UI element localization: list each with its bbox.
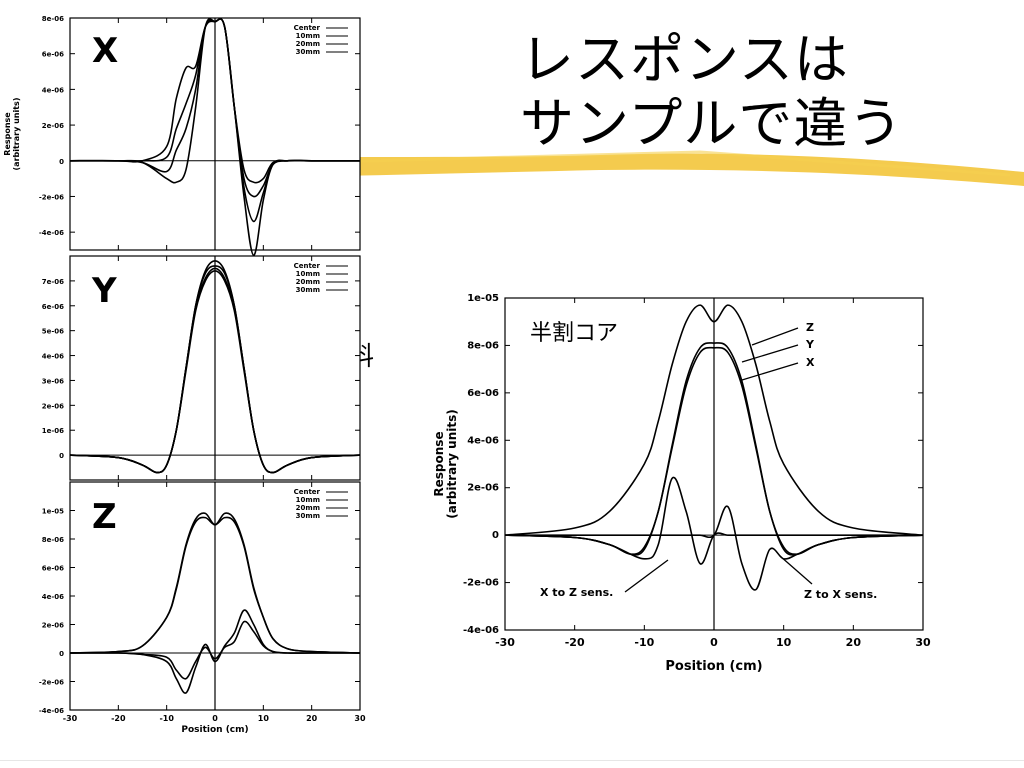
- y-tick-label-5: 0: [492, 530, 499, 541]
- annotation-leader-3: [624, 559, 669, 593]
- y-tick-label-6: -4e-06: [39, 229, 64, 237]
- y-tick-label-3: 4e-06: [467, 435, 499, 446]
- y-tick-label-3: 2e-06: [42, 122, 64, 130]
- x-tick-label-1: -20: [111, 714, 126, 723]
- annotation-leader-2: [741, 362, 799, 381]
- y-tick-label-1: 6e-06: [42, 303, 64, 311]
- y-tick-label-1: 8e-06: [467, 340, 499, 351]
- y-tick-label-3: 4e-06: [42, 353, 64, 361]
- y-axis-label: Response (arbitrary units): [3, 98, 21, 171]
- x-tick-label-0: -30: [495, 636, 515, 649]
- y-tick-label-4: 3e-06: [42, 377, 64, 385]
- legend-label-1: 10mm: [296, 32, 320, 40]
- series-line-z: [504, 304, 924, 536]
- x-tick-label-6: 30: [915, 636, 931, 649]
- y-axis-label-line-0: Response: [432, 431, 446, 496]
- annotation-4: Z to X sens.: [804, 588, 877, 601]
- chart-z: 1e-05 8e-06 6e-06 4e-06 2e-06 0 -2e-06 -4e-06-3…: [39, 481, 366, 735]
- series-line-30mm: [69, 609, 360, 694]
- y-tick-label-3: 4e-06: [42, 593, 64, 601]
- annotation-leader-4: [779, 555, 813, 585]
- footer-divider: [0, 760, 1024, 761]
- half-core-label: 半割コア: [530, 321, 618, 346]
- y-tick-label-5: -2e-06: [39, 193, 64, 201]
- chart-y: 7e-06 6e-06 5e-06 4e-06 3e-06 2e-06 1e-06 0 Y Cen…: [42, 255, 361, 481]
- legend-label-0: Center: [294, 24, 321, 32]
- title-line-2: サンプルで違う: [520, 92, 904, 155]
- x-tick-label-5: 20: [306, 714, 318, 723]
- x-axis-label: Position (cm): [665, 659, 762, 674]
- y-tick-label-7: 0: [59, 452, 64, 460]
- y-tick-label-6: -2e-06: [39, 679, 64, 687]
- x-tick-label-0: -30: [63, 714, 78, 723]
- legend-label-2: 20mm: [296, 278, 320, 286]
- y-tick-label-7: -4e-06: [463, 625, 499, 636]
- x-tick-label-6: 30: [354, 714, 366, 723]
- annotation-1: Y: [805, 338, 815, 351]
- y-tick-label-5: 2e-06: [42, 402, 64, 410]
- annotation-leader-0: [751, 327, 799, 346]
- legend-label-3: 30mm: [296, 286, 320, 294]
- y-axis-label-line-1: (arbitrary units): [445, 409, 459, 518]
- legend-label-2: 20mm: [296, 40, 320, 48]
- panel-letter-y: Y: [91, 271, 117, 311]
- x-tick-label-2: -10: [159, 714, 174, 723]
- legend-label-1: 10mm: [296, 496, 320, 504]
- x-tick-label-3: 0: [212, 714, 218, 723]
- y-tick-label-4: 0: [59, 158, 64, 166]
- y-axis-label: Response (arbitrary units): [432, 409, 459, 518]
- x-tick-label-4: 10: [776, 636, 792, 649]
- y-tick-label-0: 7e-06: [42, 278, 64, 286]
- x-tick-label-2: -10: [634, 636, 654, 649]
- series-line-30mm: [69, 270, 361, 474]
- y-tick-label-4: 2e-06: [42, 622, 64, 630]
- chart-x: 8e-06 6e-06 4e-06 2e-06 0 -2e-06 -4e-06 Respons…: [3, 15, 361, 257]
- y-tick-label-5: 0: [59, 650, 64, 658]
- series-line-z-to-x-sens-: [504, 505, 924, 591]
- x-tick-label-4: 10: [258, 714, 270, 723]
- y-tick-label-4: 2e-06: [467, 483, 499, 494]
- legend-label-1: 10mm: [296, 270, 320, 278]
- title-line-1: レスポンスは: [520, 28, 849, 91]
- x-tick-label-1: -20: [565, 636, 585, 649]
- y-tick-label-0: 8e-06: [42, 15, 64, 23]
- series-line-30mm: [69, 18, 360, 257]
- y-tick-label-0: 1e-05: [42, 508, 64, 516]
- annotation-2: X: [806, 356, 815, 369]
- y-tick-label-2: 4e-06: [42, 86, 64, 94]
- y-tick-label-6: -2e-06: [463, 578, 499, 589]
- x-tick-label-3: 0: [710, 636, 718, 649]
- y-tick-label-1: 6e-06: [42, 51, 64, 59]
- y-tick-label-2: 5e-06: [42, 328, 64, 336]
- legend-label-0: Center: [294, 262, 321, 270]
- chart-half-core: 1e-05 8e-06 6e-06 4e-06 2e-06 0 -2e-06 -4e-06-3…: [432, 293, 931, 674]
- legend-label-2: 20mm: [296, 504, 320, 512]
- y-axis-label-line-1: (arbitrary units): [12, 98, 21, 171]
- panel-letter-z: Z: [92, 497, 117, 537]
- x-axis-label: Position (cm): [181, 725, 248, 735]
- y-tick-label-6: 1e-06: [42, 427, 64, 435]
- series-line-10mm: [69, 512, 361, 654]
- y-axis-label-line-0: Response: [3, 112, 12, 156]
- y-tick-label-2: 6e-06: [42, 565, 64, 573]
- annotation-leader-1: [741, 344, 799, 363]
- y-tick-label-2: 6e-06: [467, 388, 499, 399]
- y-tick-label-7: -4e-06: [39, 707, 64, 715]
- legend-label-3: 30mm: [296, 48, 320, 56]
- slide-title: レスポンスは サンプルで違う: [520, 28, 1000, 156]
- legend-label-3: 30mm: [296, 512, 320, 520]
- annotation-0: Z: [806, 321, 814, 334]
- y-tick-label-1: 8e-06: [42, 536, 64, 544]
- y-tick-label-0: 1e-05: [467, 293, 499, 304]
- panel-letter-x: X: [92, 31, 118, 71]
- legend-label-0: Center: [294, 488, 321, 496]
- series-line-x-to-z-sens-: [504, 476, 923, 565]
- annotation-3: X to Z sens.: [540, 586, 613, 599]
- x-tick-label-5: 20: [846, 636, 862, 649]
